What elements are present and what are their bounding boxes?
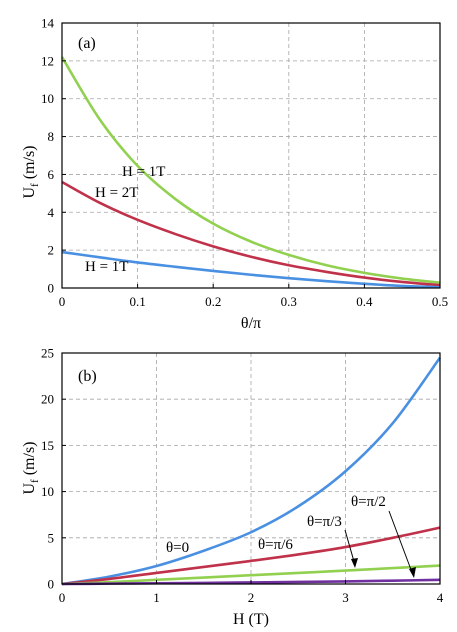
panel-b-ylabel: Uf (m/s) — [21, 441, 41, 494]
panel-b-xtick-label: 3 — [342, 590, 349, 605]
panel-b-xtick-label: 2 — [248, 590, 255, 605]
panel-a-series-line-0 — [60, 56, 441, 284]
panel-b-annotation-theta0: θ=0 — [166, 540, 189, 556]
panel-a-ticks: 0 0.1 0.2 0.3 0.4 0.5 0 2 4 6 8 10 12 14 — [41, 16, 448, 310]
panel-b-arrow-pi2 — [388, 510, 414, 576]
panel-b-xtick-label: 1 — [153, 590, 160, 605]
panel-b-series-line-0 — [61, 356, 442, 586]
panel-b-annotation-theta-pi2: θ=π/2 — [351, 494, 386, 510]
panel-a-ytick-label: 4 — [48, 205, 55, 220]
panel-b: 0 1 2 3 4 0 5 10 15 20 25 (b) θ=0 θ=π/6 θ=π/3 θ=π/… — [21, 346, 444, 629]
panel-b-ytick-label: 25 — [41, 346, 54, 361]
panel-a-ytick-label: 6 — [48, 167, 55, 182]
panel-b-xtick-label: 0 — [59, 590, 66, 605]
panel-a-annotation-blue: H = 1T — [85, 259, 128, 275]
panel-a-frame — [61, 22, 441, 289]
panel-a-ylabel: Uf (m/s) — [21, 145, 41, 198]
panel-b-annotation-theta-pi6: θ=π/6 — [258, 537, 293, 553]
panel-a: 0 0.1 0.2 0.3 0.4 0.5 0 2 4 6 8 10 12 14 (a) H = 1T H… — [21, 16, 448, 333]
panel-a-ytick-label: 10 — [41, 91, 54, 106]
panel-a-ytick-label: 8 — [48, 129, 55, 144]
panel-a-ytick-label: 0 — [48, 281, 55, 296]
panel-a-grid — [62, 23, 440, 288]
panel-a-series-line-1 — [61, 180, 441, 287]
panel-a-annotation-green: H = 1T — [122, 164, 165, 180]
panel-a-xtick-label: 0.1 — [129, 294, 145, 309]
panel-b-series-line-2 — [61, 564, 441, 586]
panel-a-series — [60, 56, 441, 289]
panel-b-ytick-label: 20 — [41, 392, 54, 407]
panel-b-arrowhead-pi3 — [351, 558, 358, 568]
panel-b-ytick-label: 15 — [41, 438, 54, 453]
panel-a-xtick-label: 0.4 — [356, 294, 373, 309]
panel-b-ytick-label: 0 — [48, 577, 55, 592]
panel-b-xtick-label: 4 — [437, 590, 444, 605]
panel-b-ytick-label: 5 — [48, 530, 55, 545]
panel-b-annotation-theta-pi3: θ=π/3 — [307, 514, 342, 530]
panel-b-ytick-label: 10 — [41, 484, 54, 499]
panel-a-annotation-red: H = 2T — [95, 185, 138, 201]
panel-a-ytick-label: 2 — [48, 243, 55, 258]
panel-a-xlabel: θ/π — [241, 315, 261, 332]
panel-a-xtick-label: 0.3 — [281, 294, 297, 309]
panel-b-arrowhead-pi2 — [409, 567, 416, 578]
panel-b-grid — [62, 353, 440, 584]
panel-a-ytick-label: 14 — [41, 16, 55, 31]
panel-b-series-line-1 — [61, 526, 441, 586]
panel-a-xtick-label: 0.5 — [432, 294, 448, 309]
panel-a-series-line-2 — [61, 250, 441, 289]
panel-b-label: (b) — [78, 368, 97, 385]
panel-b-xlabel: H (T) — [233, 611, 269, 628]
panel-a-ytick-label: 12 — [41, 53, 54, 68]
panel-b-ticks: 0 1 2 3 4 0 5 10 15 20 25 — [41, 346, 444, 606]
panel-a-xtick-label: 0.2 — [205, 294, 221, 309]
panel-a-label: (a) — [78, 35, 96, 52]
panel-a-xtick-label: 0 — [59, 294, 66, 309]
